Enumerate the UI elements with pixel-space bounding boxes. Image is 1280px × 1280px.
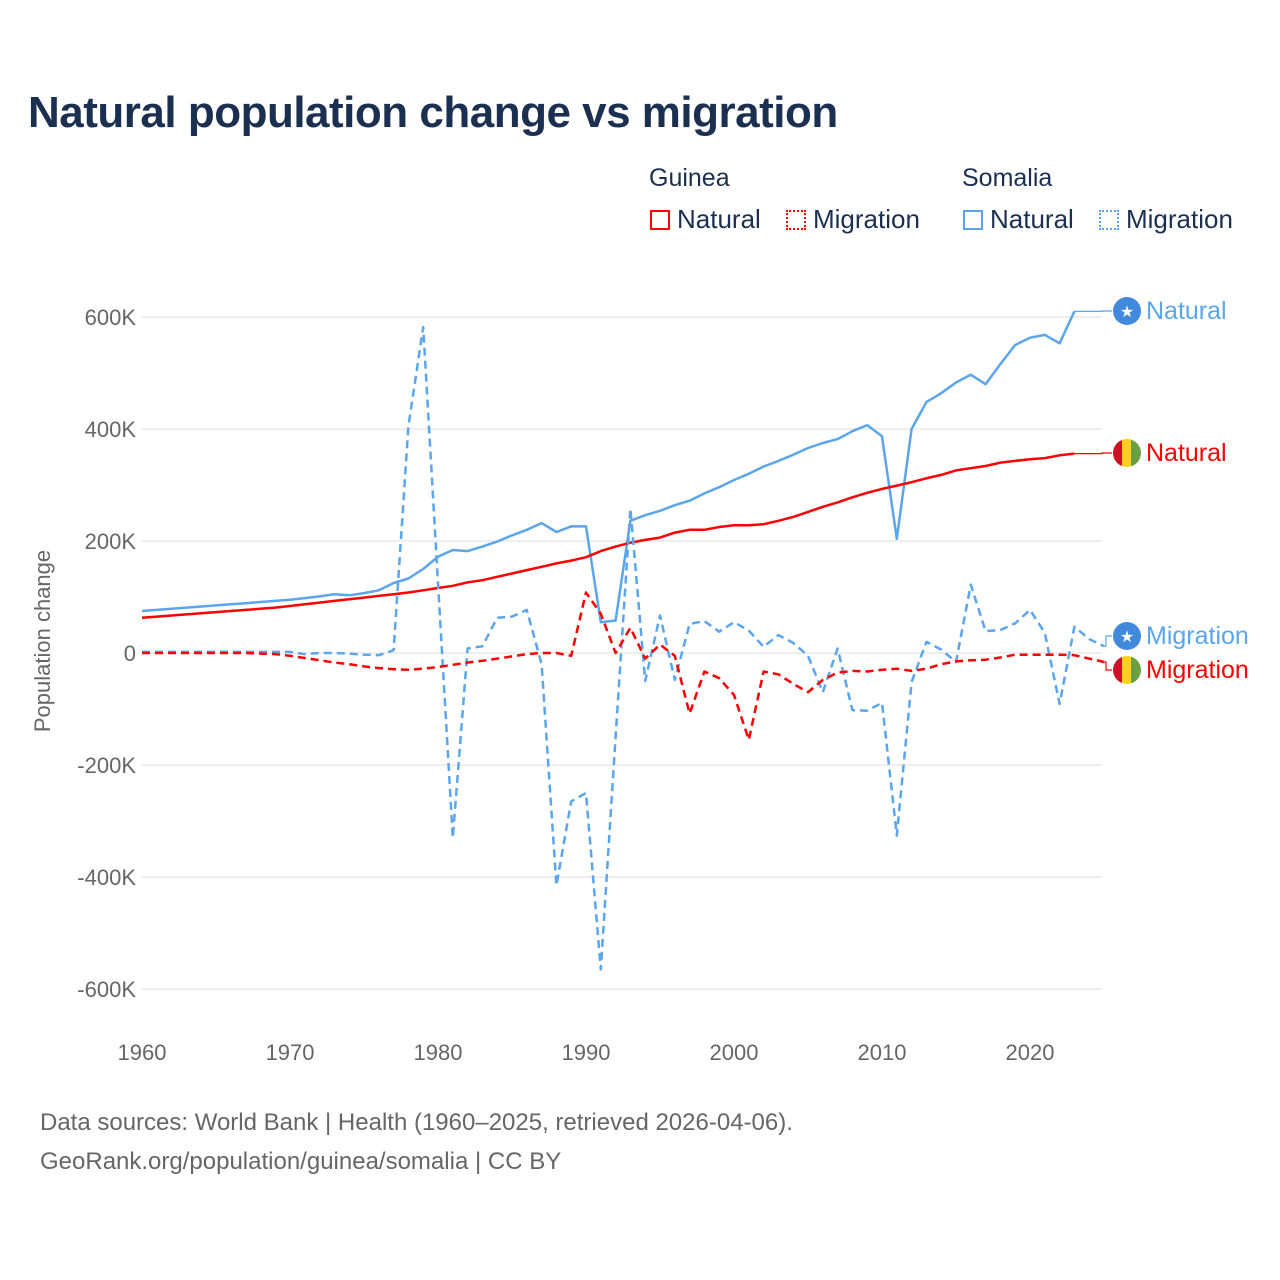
end-label: Migration <box>1146 622 1249 650</box>
end-label-connector <box>1104 661 1112 671</box>
legend-guinea-natural[interactable]: Natural <box>650 204 761 235</box>
y-tick-label: 0 <box>124 641 136 666</box>
somalia-flag-icon: ★ <box>1113 297 1141 325</box>
series-line-guinea-natural[interactable] <box>141 452 1075 619</box>
x-tick-label: 1970 <box>266 1040 315 1065</box>
end-label: Natural <box>1146 297 1227 325</box>
y-tick-label: 600K <box>85 305 137 330</box>
y-tick-label: 400K <box>85 417 137 442</box>
legend-label: Natural <box>677 204 761 234</box>
legend-somalia-natural[interactable]: Natural <box>963 204 1074 235</box>
legend-swatch-dotted-blue <box>1099 209 1119 230</box>
somalia-flag-icon: ★ <box>1113 622 1141 650</box>
chart-title: Natural population change vs migration <box>28 88 838 137</box>
guinea-flag-icon <box>1113 439 1141 467</box>
series-line-somalia-natural[interactable] <box>141 310 1076 624</box>
end-label-connector <box>1074 452 1112 455</box>
x-tick-label: 2010 <box>858 1040 907 1065</box>
y-tick-label: -600K <box>77 977 136 1002</box>
series-line-somalia-migration[interactable] <box>142 325 1105 971</box>
x-tick-label: 2000 <box>710 1040 759 1065</box>
x-tick-label: 1960 <box>118 1040 167 1065</box>
x-tick-label: 1980 <box>414 1040 463 1065</box>
legend-swatch-dotted-red <box>786 209 806 230</box>
y-axis-label: Population change <box>30 550 55 732</box>
y-tick-label: -400K <box>77 865 136 890</box>
source-url[interactable]: GeoRank.org/population/guinea/somalia | … <box>40 1148 562 1175</box>
legend-label: Natural <box>990 204 1074 234</box>
end-label: Natural <box>1146 439 1227 467</box>
legend-swatch-solid-red <box>650 209 670 230</box>
svg-text:★: ★ <box>1120 629 1134 646</box>
x-tick-label: 1990 <box>562 1040 611 1065</box>
legend-label: Migration <box>1126 204 1233 234</box>
end-label-connector <box>1104 635 1112 647</box>
x-tick-label: 2020 <box>1006 1040 1055 1065</box>
y-tick-label: -200K <box>77 753 136 778</box>
legend-group-guinea: Guinea <box>649 164 730 192</box>
legend-label: Migration <box>813 204 920 234</box>
legend-guinea-migration[interactable]: Migration <box>786 204 920 235</box>
y-tick-label: 200K <box>85 529 137 554</box>
legend-group-somalia: Somalia <box>962 164 1053 192</box>
svg-text:★: ★ <box>1120 304 1134 321</box>
source-note: Data sources: World Bank | Health (1960–… <box>40 1109 793 1136</box>
end-label: Migration <box>1146 656 1249 684</box>
legend-somalia-migration[interactable]: Migration <box>1099 204 1233 235</box>
legend-swatch-solid-blue <box>963 209 983 230</box>
guinea-flag-icon <box>1113 656 1141 684</box>
series-line-guinea-migration[interactable] <box>142 591 1105 742</box>
